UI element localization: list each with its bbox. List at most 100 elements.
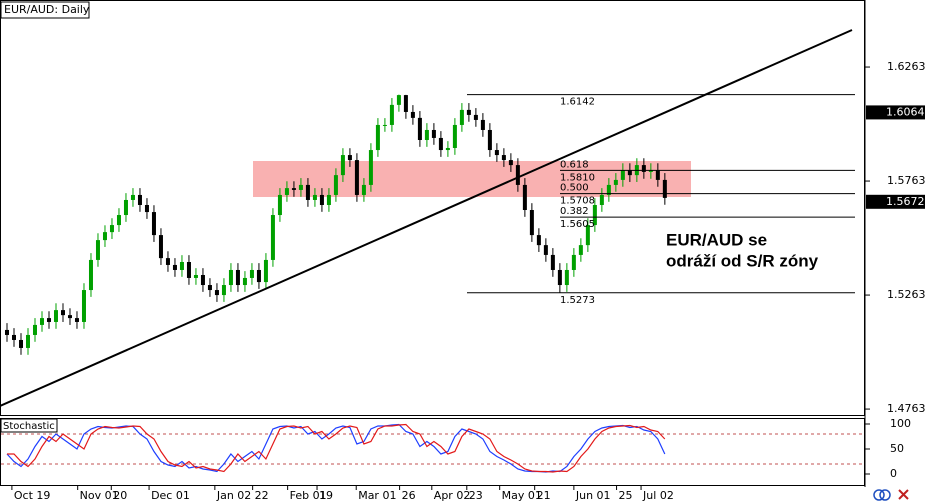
x-tick-label: Feb 01: [290, 489, 327, 502]
candle-body: [403, 95, 408, 112]
candle-body: [172, 264, 177, 270]
fib-price-label: 1.5605: [560, 219, 595, 230]
candle-body: [25, 334, 30, 348]
x-tick-label: 20: [113, 489, 127, 502]
y-tick-label: 50: [890, 442, 904, 455]
candle-body: [137, 194, 142, 205]
candle-body: [501, 155, 506, 161]
candle-body: [158, 235, 163, 259]
candle-body: [81, 290, 86, 322]
price-marker-label: 1.6064: [886, 105, 925, 118]
candle-body: [522, 184, 527, 211]
candle-body: [375, 124, 380, 151]
x-tick-label: Nov 01: [80, 489, 119, 502]
chart-title: EUR/AUD: Daily: [4, 3, 90, 16]
candle-body: [39, 318, 44, 325]
y-tick-label: 100: [890, 417, 911, 430]
fib-price-label: 1.5708: [560, 196, 595, 207]
x-tick-label: Oct 19: [14, 489, 51, 502]
icon[interactable]: [898, 489, 909, 500]
price-marker: [866, 105, 925, 120]
y-tick-label: 1.4763: [887, 402, 925, 415]
candle-body: [165, 258, 170, 265]
candle-body: [319, 194, 324, 205]
candle-body: [256, 269, 261, 283]
x-tick-label: Dec 01: [151, 489, 190, 502]
candle-body: [102, 232, 107, 241]
candle-body: [221, 285, 226, 296]
candle-body: [95, 240, 100, 260]
annotation: odráží od S/R zóny: [666, 251, 819, 270]
candle-body: [340, 155, 345, 176]
candle-body: [46, 318, 51, 322]
corner-icons[interactable]: [873, 489, 909, 501]
candle-body: [67, 315, 72, 319]
x-tick-label: 21: [537, 489, 551, 502]
candle-body: [466, 109, 471, 115]
candle-body: [543, 245, 548, 255]
icon[interactable]: [879, 489, 891, 501]
sr-zone: [253, 161, 691, 197]
candle-body: [312, 194, 317, 200]
candle-body: [368, 150, 373, 185]
fib-ratio-label: 0.618: [560, 159, 589, 170]
candle-body: [389, 104, 394, 125]
stoch-title: Stochastic: [3, 421, 55, 432]
candle-body: [550, 254, 555, 270]
candle-body: [193, 274, 198, 278]
candle-body: [445, 147, 450, 151]
candle-body: [578, 245, 583, 255]
candle-body: [515, 165, 520, 185]
axis-gap: [865, 0, 925, 2]
candle-body: [655, 170, 660, 180]
icon[interactable]: [873, 489, 885, 501]
candle-body: [662, 179, 667, 198]
x-tick-label: 19: [319, 489, 333, 502]
candle-body: [599, 194, 604, 205]
candle-body: [382, 124, 387, 126]
candle-body: [263, 259, 268, 283]
candle-body: [452, 124, 457, 148]
candle-body: [116, 215, 121, 226]
candle-body: [186, 261, 191, 278]
candle-body: [179, 261, 184, 270]
candle-body: [347, 155, 352, 161]
candle-body: [277, 194, 282, 216]
candle-body: [151, 212, 156, 236]
candle-body: [494, 150, 499, 156]
candle-body: [207, 285, 212, 291]
candle-body: [529, 210, 534, 236]
candle-body: [249, 269, 254, 278]
candle-body: [109, 225, 114, 233]
candle-body: [480, 119, 485, 130]
candle-body: [417, 117, 422, 141]
candle-body: [333, 175, 338, 195]
candle-body: [88, 259, 93, 291]
candle-body: [396, 95, 401, 105]
candle-body: [410, 111, 415, 118]
trend-line: [0, 29, 853, 407]
y-tick-label: 1.5763: [887, 174, 925, 187]
x-tick-label: Jul 02: [642, 489, 674, 502]
candle-body: [214, 290, 219, 296]
plot-area: [4, 94, 855, 355]
candle-body: [424, 129, 429, 141]
candle-body: [557, 269, 562, 286]
fib-ratio-label: 0.382: [560, 206, 589, 217]
candle-body: [144, 204, 149, 213]
candle-body: [613, 179, 618, 185]
candle-body: [473, 114, 478, 120]
candle-body: [200, 274, 205, 286]
candle-body: [11, 334, 16, 340]
candle-body: [606, 184, 611, 195]
candle-body: [564, 269, 569, 286]
candle-body: [508, 160, 513, 166]
stoch-line: [7, 423, 666, 473]
x-tick-label: 25: [619, 489, 633, 502]
candle-body: [641, 165, 646, 172]
candle-body: [585, 225, 590, 246]
x-tick-label: 23: [469, 489, 483, 502]
title-box: [0, 1, 90, 19]
y-tick-label: 1.6263: [887, 60, 925, 73]
